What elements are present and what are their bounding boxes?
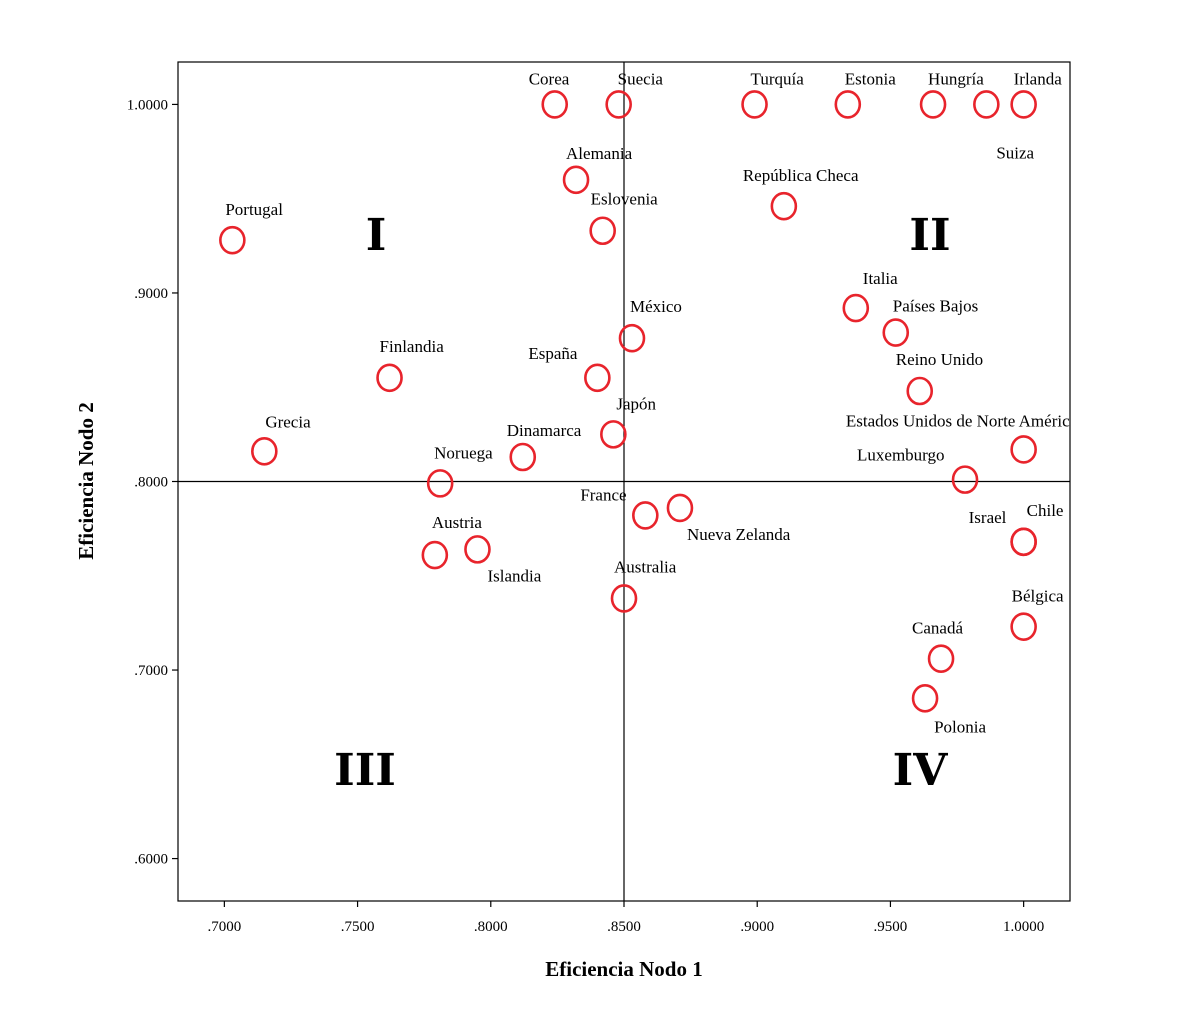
point-label: Islandia bbox=[487, 566, 541, 585]
y-axis: 1.0000 .9000 .8000 .7000 .6000 bbox=[127, 97, 178, 868]
point-label: Canadá bbox=[912, 619, 963, 638]
data-point bbox=[584, 363, 611, 393]
point-label: Luxemburgo bbox=[857, 446, 945, 465]
data-point bbox=[589, 216, 616, 246]
point-label: Nueva Zelanda bbox=[687, 525, 791, 544]
x-tick-label: .7500 bbox=[341, 919, 375, 935]
data-point bbox=[906, 376, 934, 406]
y-tick-label: .6000 bbox=[134, 852, 168, 868]
point-label: México bbox=[630, 297, 682, 316]
point-label: Grecia bbox=[265, 412, 311, 431]
data-point bbox=[464, 535, 491, 564]
x-tick-label: .9000 bbox=[740, 919, 774, 935]
quadrant-labels: I II III IV bbox=[334, 210, 950, 796]
x-axis-title: Eficiencia Nodo 1 bbox=[545, 957, 703, 981]
y-axis-title: Eficiencia Nodo 2 bbox=[74, 402, 98, 560]
data-point bbox=[421, 540, 449, 570]
point-label: Corea bbox=[529, 69, 570, 88]
y-tick-label: 1.0000 bbox=[127, 97, 168, 113]
data-point bbox=[1010, 435, 1037, 464]
data-point bbox=[973, 90, 1000, 119]
data-point bbox=[600, 420, 627, 449]
data-point bbox=[951, 465, 979, 494]
point-label: Países Bajos bbox=[893, 297, 978, 316]
quadrant-label-2: II bbox=[909, 210, 950, 261]
data-point bbox=[834, 90, 862, 119]
data-point bbox=[927, 644, 955, 674]
x-tick-label: .8000 bbox=[474, 919, 508, 935]
data-point bbox=[376, 363, 403, 393]
data-point bbox=[770, 191, 798, 221]
quadrant-label-1: I bbox=[366, 210, 387, 261]
data-point bbox=[618, 323, 646, 353]
point-label: Reino Unido bbox=[896, 350, 983, 369]
point-label: Estados Unidos de Norte Améric bbox=[846, 411, 1070, 430]
data-points bbox=[219, 90, 1037, 713]
point-label: Alemania bbox=[566, 144, 633, 163]
point-label: Irlanda bbox=[1014, 69, 1063, 88]
x-tick-label: .8500 bbox=[607, 919, 641, 935]
data-point bbox=[1010, 612, 1037, 641]
point-label: Australia bbox=[614, 557, 677, 576]
point-label: Israel bbox=[969, 508, 1007, 527]
x-tick-label: .9500 bbox=[874, 919, 908, 935]
x-axis: .7000 .7500 .8000 .8500 .9000 .9500 1.0000 bbox=[207, 901, 1044, 935]
data-point bbox=[219, 225, 246, 255]
data-point bbox=[882, 318, 910, 347]
point-label: Turquía bbox=[751, 69, 805, 88]
quadrant-label-3: III bbox=[334, 745, 396, 796]
y-tick-label: .9000 bbox=[134, 286, 168, 302]
point-label: Chile bbox=[1027, 501, 1064, 520]
data-point bbox=[919, 90, 947, 119]
point-label: Finlandia bbox=[380, 337, 445, 356]
point-label: Suecia bbox=[618, 69, 664, 88]
point-label: Noruega bbox=[434, 443, 493, 462]
point-label: Portugal bbox=[225, 200, 283, 219]
point-label: Hungría bbox=[928, 69, 984, 88]
point-label: República Checa bbox=[743, 166, 859, 185]
data-point bbox=[610, 584, 638, 613]
data-point bbox=[541, 90, 569, 119]
data-point bbox=[666, 493, 694, 523]
data-point bbox=[1010, 527, 1037, 557]
point-label: Japón bbox=[616, 394, 656, 413]
data-point bbox=[509, 442, 537, 472]
x-tick-label: 1.0000 bbox=[1003, 919, 1044, 935]
point-label: Suiza bbox=[996, 143, 1034, 162]
data-point bbox=[426, 469, 454, 498]
point-label: Italia bbox=[863, 269, 898, 288]
point-label: Eslovenia bbox=[591, 190, 658, 209]
x-tick-label: .7000 bbox=[207, 919, 241, 935]
point-label: Bélgica bbox=[1012, 587, 1064, 606]
data-point bbox=[1010, 90, 1037, 119]
data-point bbox=[911, 684, 939, 713]
data-point bbox=[632, 501, 659, 530]
data-point bbox=[562, 165, 590, 195]
quadrant-label-4: IV bbox=[893, 745, 949, 796]
point-label: France bbox=[580, 485, 626, 504]
data-point bbox=[741, 90, 768, 119]
data-point bbox=[842, 293, 870, 323]
point-label: Dinamarca bbox=[507, 421, 582, 440]
y-tick-label: .8000 bbox=[134, 475, 168, 491]
point-labels: Corea Suecia Turquía Estonia Hungría Suiza Irl… bbox=[225, 69, 1070, 736]
data-point bbox=[605, 90, 632, 119]
data-point bbox=[251, 437, 278, 466]
point-label: Polonia bbox=[934, 717, 986, 736]
y-tick-label: .7000 bbox=[134, 663, 168, 679]
point-label: Estonia bbox=[845, 69, 896, 88]
point-label: España bbox=[528, 344, 578, 363]
point-label: Austria bbox=[432, 513, 483, 532]
